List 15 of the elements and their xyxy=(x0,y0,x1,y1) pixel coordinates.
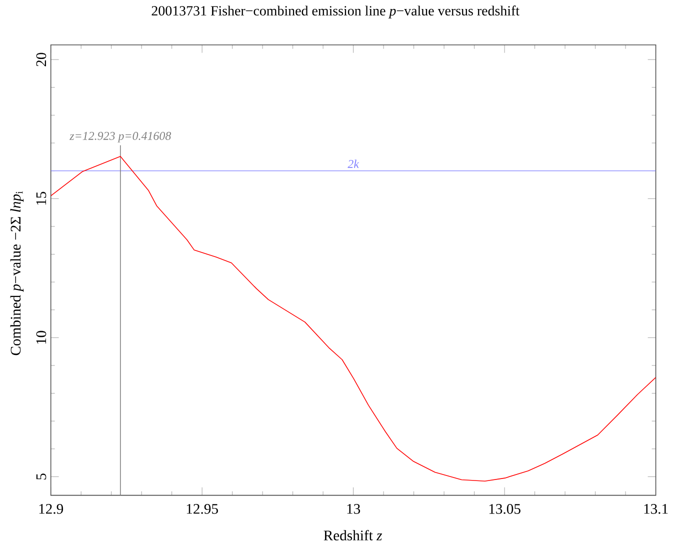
y-tick-label: 20 xyxy=(36,52,46,66)
ref-line-label: z=12.923 p=0.41608 xyxy=(70,132,172,142)
y-tick-label: 5 xyxy=(36,474,46,480)
y-axis-title: Combined p−value −2Σ lnp$_{i}$ xyxy=(10,191,24,356)
x-tick-label: 13 xyxy=(347,504,360,514)
chart-title: 20013731 Fisher−combined emission line p−value versus redshift xyxy=(152,6,520,18)
y-tick-label: 10 xyxy=(36,330,46,344)
x-tick-label: 12.9 xyxy=(39,504,64,514)
line-series xyxy=(50,156,656,482)
x-tick-label: 12.95 xyxy=(186,504,218,514)
x-axis-title: Redshift z xyxy=(324,530,382,540)
y-tick-label: 15 xyxy=(36,192,46,205)
x-tick-label: 13.1 xyxy=(644,504,668,514)
x-tick-label: 13.05 xyxy=(489,504,520,514)
ref-line-label: 2k xyxy=(348,160,360,168)
